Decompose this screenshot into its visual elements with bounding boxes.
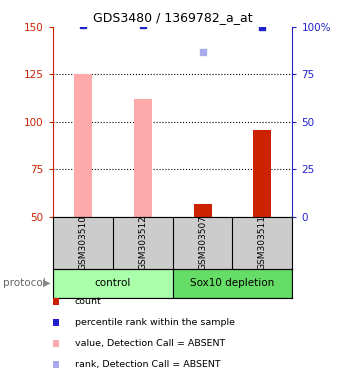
Title: GDS3480 / 1369782_a_at: GDS3480 / 1369782_a_at xyxy=(93,11,252,24)
Text: Sox10 depletion: Sox10 depletion xyxy=(190,278,275,288)
Text: percentile rank within the sample: percentile rank within the sample xyxy=(75,318,235,327)
Text: GSM303511: GSM303511 xyxy=(258,215,267,270)
Bar xyxy=(172,269,292,298)
Bar xyxy=(253,129,271,217)
Bar xyxy=(74,74,92,217)
Bar xyxy=(193,204,211,217)
Text: rank, Detection Call = ABSENT: rank, Detection Call = ABSENT xyxy=(75,360,220,369)
Text: GSM303510: GSM303510 xyxy=(78,215,87,270)
Text: count: count xyxy=(75,297,102,306)
Text: GSM303507: GSM303507 xyxy=(198,215,207,270)
Text: protocol: protocol xyxy=(3,278,46,288)
Bar xyxy=(193,204,211,217)
Text: value, Detection Call = ABSENT: value, Detection Call = ABSENT xyxy=(75,339,225,348)
Text: ▶: ▶ xyxy=(42,278,50,288)
Text: GSM303512: GSM303512 xyxy=(138,215,147,270)
Text: control: control xyxy=(95,278,131,288)
Bar xyxy=(134,99,152,217)
Bar xyxy=(53,269,172,298)
